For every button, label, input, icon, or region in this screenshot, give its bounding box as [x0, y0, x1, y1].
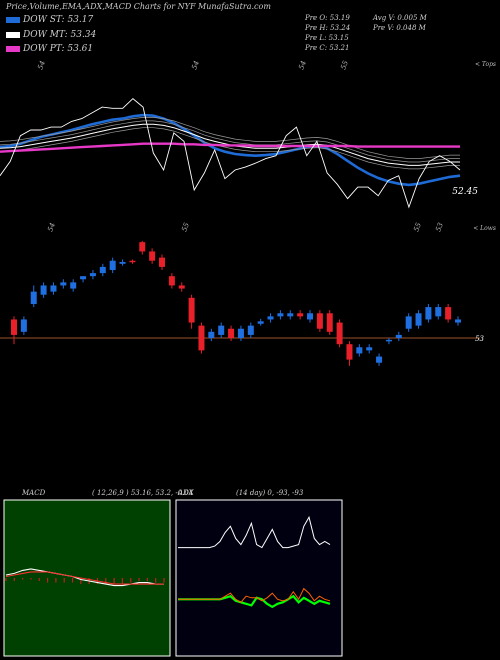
candle-price-label: 53 [475, 335, 484, 343]
candle-body [70, 282, 77, 289]
candle-body [257, 321, 264, 324]
candle-body [30, 291, 37, 304]
candle-body [455, 319, 461, 323]
candle-tick-label: 55 [180, 221, 191, 233]
macd-params: ( 12,26,9 ) 53.16, 53.2, -0.04 [92, 489, 193, 497]
candle-body [277, 313, 284, 317]
ema-tick-labels: 54 54 54 55 [36, 59, 350, 71]
macd-label: MACD [21, 489, 46, 497]
stats-volume: Avg V: 0.005 M Pre V: 0.048 M [373, 14, 427, 34]
candle-tick-label: 55 [412, 221, 423, 233]
legend-label-mt: DOW MT: 53.34 [23, 30, 97, 40]
candle-body [415, 313, 422, 326]
candle-body [208, 331, 215, 338]
candle-body [20, 319, 27, 332]
candle-body [40, 285, 47, 295]
candle-tick-labels: 54 55 55 53 [46, 221, 445, 233]
candle-body [326, 313, 333, 332]
candle-body [119, 261, 126, 264]
macd-series-line [5, 571, 164, 585]
stat-pre-low: Pre L: 53.15 [305, 34, 349, 42]
stat-pre-volume: Pre V: 0.048 M [373, 24, 426, 32]
candle-body [149, 251, 156, 261]
adx-panel [178, 515, 331, 609]
candle-body [218, 325, 225, 335]
candle-body [307, 313, 313, 320]
chart-title: Price,Volume,EMA,ADX,MACD Charts for NYF… [6, 2, 271, 11]
candle-body [366, 347, 373, 351]
adx-label: ADX [177, 489, 195, 497]
stat-pre-high: Pre H: 53.24 [305, 24, 351, 32]
candle-body [336, 322, 343, 345]
candle-body [316, 313, 323, 329]
candle-body [50, 285, 57, 292]
candle-lows-label: < Lows [473, 225, 496, 232]
macd-panel [5, 568, 165, 587]
candle-body [385, 339, 392, 342]
candle-body [89, 273, 96, 277]
candle-body [287, 313, 294, 317]
ema-price-label: 52.45 [452, 187, 478, 197]
candle-body [247, 325, 254, 335]
legend-label-pt: DOW PT: 53.61 [23, 44, 94, 54]
ema-panel [0, 97, 461, 209]
ema-envelope-line [0, 120, 460, 163]
adx-series-line [178, 587, 331, 603]
candle-tick-label: 54 [46, 222, 57, 233]
candle-body [198, 325, 205, 351]
stat-pre-open: Pre O: 53.19 [305, 14, 350, 22]
candle-body [346, 344, 353, 360]
ema-series-line [0, 142, 460, 153]
candle-body [267, 316, 274, 320]
candle-body [297, 313, 304, 317]
stat-avg-volume: Avg V: 0.005 M [373, 14, 427, 22]
legend-swatch-mt [6, 32, 20, 38]
candle-body [178, 285, 185, 289]
adx-params: (14 day) 0, -93, -93 [236, 489, 304, 497]
candle-body [99, 266, 106, 274]
adx-plot-area [175, 499, 343, 657]
legend-swatch-st [6, 17, 20, 23]
candle-body [168, 276, 175, 286]
ema-series-line [0, 97, 461, 209]
macd-plot-area [3, 499, 171, 657]
candle-body [435, 307, 442, 317]
legend-dow-pt: DOW PT: 53.61 [6, 44, 93, 54]
candle-body [395, 334, 402, 338]
candle-body [445, 307, 452, 320]
ema-envelope-line [0, 127, 460, 170]
candle-body [80, 276, 87, 280]
macd-series-line [5, 568, 164, 587]
ema-tick-label: 54 [297, 60, 308, 71]
stat-pre-close: Pre C: 53.21 [305, 44, 350, 52]
candle-body [425, 307, 432, 320]
candle-body [356, 347, 363, 354]
candle-body [159, 257, 165, 267]
stats-previous: Pre O: 53.19 Pre H: 53.24 Pre L: 53.15 P… [305, 14, 350, 54]
ema-tops-label: < Tops [475, 61, 496, 68]
candle-body [11, 319, 17, 335]
candle-panel [11, 240, 461, 366]
ema-tick-label: 55 [339, 59, 350, 71]
legend-swatch-pt [6, 46, 20, 52]
candle-body [405, 316, 412, 329]
ema-envelope-line [0, 117, 460, 159]
ema-tick-label: 54 [190, 60, 201, 71]
candle-body [139, 242, 146, 252]
ema-series-line [0, 113, 461, 187]
candle-body [129, 260, 136, 263]
candle-body [228, 328, 235, 338]
legend-label-st: DOW ST: 53.17 [23, 15, 94, 25]
candle-body [188, 297, 195, 323]
adx-series-line [178, 515, 331, 549]
legend-dow-mt: DOW MT: 53.34 [6, 30, 96, 40]
legend-dow-st: DOW ST: 53.17 [6, 15, 93, 25]
candle-body [376, 356, 383, 363]
candle-body [109, 260, 116, 270]
candle-tick-label: 53 [434, 221, 445, 233]
candle-body [237, 328, 244, 338]
ema-tick-label: 54 [36, 60, 47, 71]
candle-body [60, 282, 67, 286]
